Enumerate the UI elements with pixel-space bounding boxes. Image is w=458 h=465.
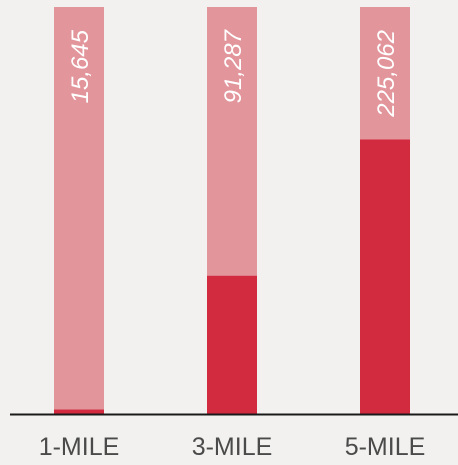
category-label-3-mile: 3-MILE bbox=[192, 433, 273, 461]
bar-3-mile-highlight bbox=[207, 275, 257, 414]
bar-5-mile-total bbox=[360, 7, 410, 140]
bars bbox=[54, 7, 410, 414]
bar-3-mile-total bbox=[207, 7, 257, 276]
value-label-1-mile: 15,645 bbox=[67, 29, 94, 103]
labels: 15,645 1-MILE 91,287 3-MILE 225,062 5-MILE bbox=[39, 28, 426, 461]
value-label-5-mile: 225,062 bbox=[373, 30, 400, 118]
value-label-3-mile: 91,287 bbox=[220, 28, 247, 103]
bar-1-mile-total bbox=[54, 7, 104, 410]
bar-5-mile-highlight bbox=[360, 139, 410, 414]
bar-1-mile-highlight bbox=[54, 409, 104, 414]
category-label-5-mile: 5-MILE bbox=[345, 433, 426, 461]
category-label-1-mile: 1-MILE bbox=[39, 433, 120, 461]
